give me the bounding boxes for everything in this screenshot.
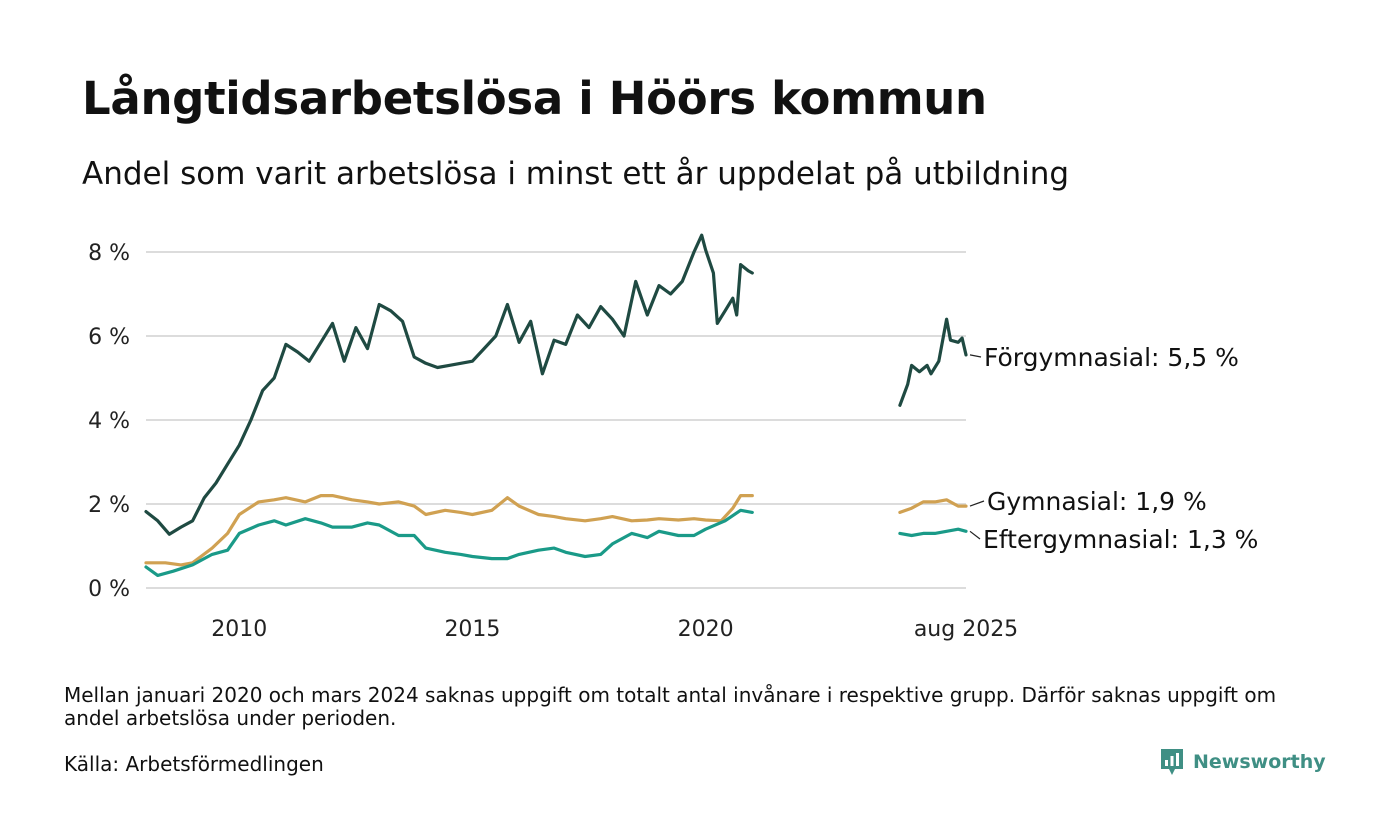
x-tick-label: 2015 <box>444 617 500 642</box>
end-label-connector <box>969 354 982 358</box>
series-end-labels: Förgymnasial: 5,5 % Gymnasial: 1,9 % Efter… <box>969 343 1258 554</box>
end-label-förgymnasial: Förgymnasial: 5,5 % <box>984 343 1239 372</box>
series-line-eftergymnasial <box>144 508 754 577</box>
series-line-förgymnasial <box>144 233 754 536</box>
series-line-gymnasial <box>898 498 968 514</box>
x-tick-label: 2010 <box>211 617 267 642</box>
x-tick-label: aug 2025 <box>914 617 1018 642</box>
brand-name: Newsworthy <box>1193 751 1326 773</box>
chart-title: Långtidsarbetslösa i Höörs kommun <box>82 72 987 125</box>
series-line-gymnasial <box>144 494 754 567</box>
end-label-gymnasial: Gymnasial: 1,9 % <box>987 487 1207 516</box>
x-tick-label: 2020 <box>678 617 734 642</box>
y-tick-label: 0 % <box>88 577 130 602</box>
newsworthy-logo-icon <box>1161 749 1183 775</box>
y-axis-ticks: 0 % 2 % 4 % 6 % 8 % <box>88 241 130 602</box>
gridlines <box>146 251 966 589</box>
series-lines <box>144 233 968 577</box>
end-label-connector <box>969 530 981 540</box>
chart-subtitle: Andel som varit arbetslösa i minst ett å… <box>82 156 1070 192</box>
x-axis-ticks: 2010 2015 2020 aug 2025 <box>211 617 1018 642</box>
y-tick-label: 6 % <box>88 325 130 350</box>
y-tick-label: 2 % <box>88 493 130 518</box>
y-tick-label: 4 % <box>88 409 130 434</box>
y-tick-label: 8 % <box>88 241 130 266</box>
newsworthy-logo: Newsworthy <box>1159 747 1326 777</box>
end-label-connector <box>969 500 985 507</box>
source-text: Källa: Arbetsförmedlingen <box>64 752 324 776</box>
footnote: Mellan januari 2020 och mars 2024 saknas… <box>64 683 1277 730</box>
series-line-förgymnasial <box>898 317 968 407</box>
end-label-eftergymnasial: Eftergymnasial: 1,3 % <box>983 525 1258 554</box>
series-line-eftergymnasial <box>898 527 968 538</box>
